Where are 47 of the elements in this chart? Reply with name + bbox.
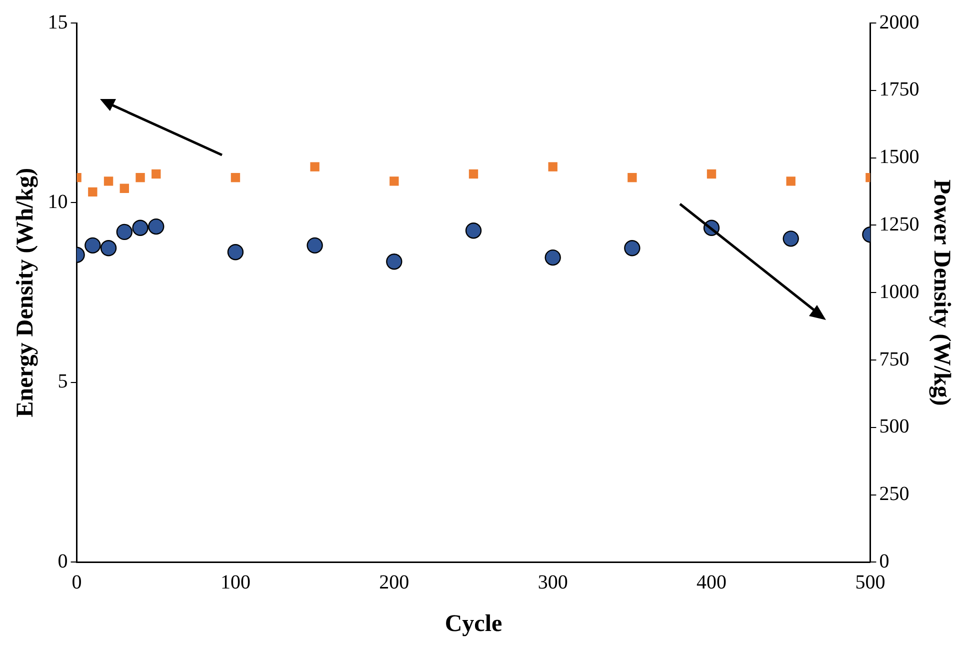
- point: [100, 240, 117, 256]
- point: [148, 218, 164, 235]
- point: [152, 169, 161, 179]
- point: [88, 187, 98, 197]
- x-tick-label: 400: [696, 571, 727, 594]
- point: [386, 253, 402, 270]
- point: [390, 176, 399, 186]
- point: [544, 249, 561, 266]
- x-tick-label: 0: [72, 571, 82, 594]
- y2-tick-label: 0: [879, 550, 890, 572]
- point: [116, 224, 133, 240]
- point: [306, 237, 323, 254]
- y-axis-title: Energy Density (Wh/kg): [12, 168, 39, 418]
- x-tick-label: 300: [538, 571, 568, 594]
- y-tick-label: 15: [48, 11, 68, 34]
- y-tick-label: 0: [58, 550, 68, 572]
- point: [468, 169, 478, 179]
- point: [706, 169, 716, 179]
- point: [628, 172, 637, 182]
- x-tick-label: 100: [220, 571, 250, 594]
- y-tick-label: 10: [48, 190, 68, 213]
- point: [465, 222, 482, 239]
- y2-tick-label: 1000: [879, 280, 920, 303]
- y2-tick-label: 750: [879, 348, 910, 370]
- y2-tick-label: 250: [879, 483, 910, 506]
- point: [230, 172, 240, 182]
- point: [227, 244, 244, 260]
- y2-tick-label: 1750: [879, 78, 920, 101]
- point: [136, 172, 145, 182]
- point: [84, 237, 101, 254]
- y2-tick-label: 1250: [879, 213, 920, 236]
- x-axis-title: Cycle: [444, 610, 502, 637]
- point: [782, 230, 799, 247]
- y2-axis-title: Power Density (W/kg): [928, 180, 954, 406]
- x-tick-label: 200: [379, 571, 410, 594]
- y2-tick-label: 500: [879, 416, 910, 438]
- point: [104, 176, 114, 186]
- x-tick-label: 500: [855, 571, 886, 594]
- y2-tick-label: 1500: [879, 146, 920, 168]
- point: [132, 220, 148, 236]
- point: [120, 184, 129, 193]
- point: [310, 162, 320, 172]
- point: [548, 162, 558, 172]
- point: [624, 240, 640, 256]
- y-tick-label: 5: [58, 370, 68, 393]
- point: [786, 176, 796, 186]
- y2-tick-label: 2000: [879, 11, 920, 34]
